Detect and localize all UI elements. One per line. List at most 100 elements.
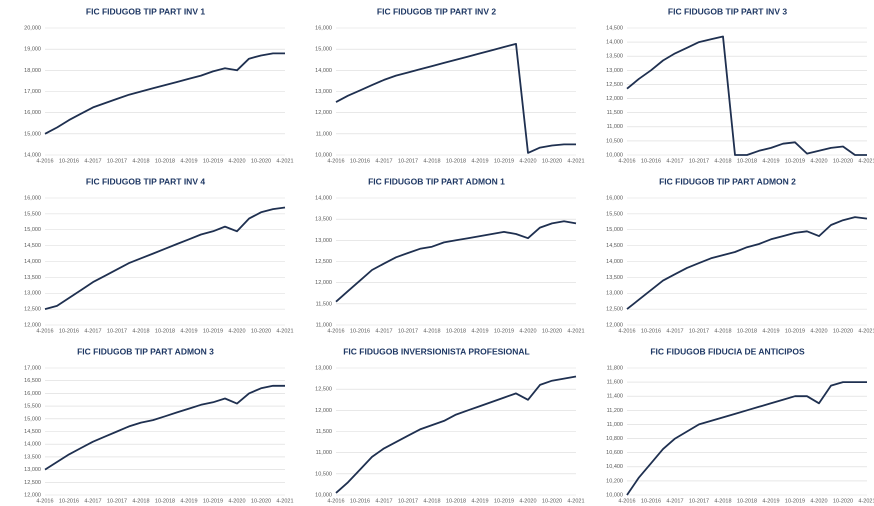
y-tick-label: 11,000 xyxy=(316,450,332,456)
y-tick-label: 10,500 xyxy=(606,138,623,144)
x-tick-label: 10-2016 xyxy=(59,498,79,504)
chart-title: FIC FIDUGOB TIP PART ADMON 2 xyxy=(659,176,796,186)
y-tick-label: 10,400 xyxy=(606,464,623,470)
x-tick-label: 4-2016 xyxy=(618,158,635,164)
y-tick-label: 14,000 xyxy=(315,68,332,74)
x-tick-label: 4-2021 xyxy=(567,158,584,164)
x-tick-label: 10-2018 xyxy=(155,498,175,504)
x-tick-label: 10-2016 xyxy=(641,158,661,164)
x-tick-label: 10-2018 xyxy=(155,158,175,164)
x-tick-label: 4-2017 xyxy=(84,498,101,504)
y-tick-label: 16,000 xyxy=(24,195,41,201)
x-tick-label: 10-2018 xyxy=(446,158,466,164)
x-tick-label: 4-2018 xyxy=(132,158,149,164)
line-series xyxy=(335,220,577,303)
y-tick-label: 12,500 xyxy=(606,307,623,313)
y-tick-label: 13,000 xyxy=(315,89,332,95)
x-tick-label: 4-2020 xyxy=(519,158,536,164)
x-tick-label: 10-2017 xyxy=(689,158,709,164)
y-tick-label: 11,000 xyxy=(607,124,623,130)
x-tick-label: 4-2021 xyxy=(858,158,874,164)
y-tick-label: 14,000 xyxy=(24,152,41,158)
x-tick-label: 4-2016 xyxy=(618,328,635,334)
x-tick-label: 4-2019 xyxy=(762,158,779,164)
y-tick-label: 13,000 xyxy=(24,291,41,297)
y-tick-label: 13,000 xyxy=(315,238,332,244)
y-tick-label: 16,000 xyxy=(24,110,41,116)
y-tick-label: 12,000 xyxy=(24,322,41,328)
x-tick-label: 10-2019 xyxy=(494,158,514,164)
x-tick-label: 4-2019 xyxy=(471,328,488,334)
x-tick-label: 4-2021 xyxy=(858,328,874,334)
x-tick-label: 10-2019 xyxy=(785,328,805,334)
x-tick-label: 4-2016 xyxy=(327,158,344,164)
y-tick-label: 20,000 xyxy=(24,25,41,31)
y-tick-label: 15,500 xyxy=(24,211,41,217)
x-tick-label: 4-2021 xyxy=(858,498,874,504)
y-tick-label: 11,200 xyxy=(607,408,623,414)
x-tick-label: 4-2020 xyxy=(228,498,245,504)
x-tick-label: 10-2016 xyxy=(350,328,370,334)
x-tick-label: 4-2019 xyxy=(762,328,779,334)
line-series xyxy=(335,375,577,494)
y-tick-label: 12,000 xyxy=(606,322,623,328)
x-tick-label: 4-2017 xyxy=(375,498,392,504)
y-tick-label: 13,500 xyxy=(24,454,41,460)
x-tick-label: 10-2019 xyxy=(203,498,223,504)
x-tick-label: 10-2017 xyxy=(689,328,709,334)
y-tick-label: 14,000 xyxy=(315,195,332,201)
y-tick-label: 15,000 xyxy=(606,227,623,233)
x-tick-label: 10-2017 xyxy=(398,158,418,164)
y-tick-label: 15,500 xyxy=(606,211,623,217)
x-tick-label: 4-2020 xyxy=(810,498,827,504)
y-tick-label: 10,000 xyxy=(606,152,623,158)
x-tick-label: 4-2016 xyxy=(327,328,344,334)
x-tick-label: 4-2016 xyxy=(36,328,53,334)
x-tick-label: 10-2018 xyxy=(446,328,466,334)
y-tick-label: 12,000 xyxy=(24,492,41,498)
x-tick-label: 4-2018 xyxy=(132,328,149,334)
x-tick-label: 4-2017 xyxy=(375,328,392,334)
y-tick-label: 12,000 xyxy=(606,96,623,102)
chart-title: FIC FIDUGOB TIP PART INV 1 xyxy=(86,6,205,16)
x-tick-label: 4-2019 xyxy=(180,158,197,164)
x-tick-label: 4-2018 xyxy=(423,158,440,164)
y-tick-label: 14,500 xyxy=(24,243,41,249)
x-tick-label: 4-2016 xyxy=(36,498,53,504)
chart-title: FIC FIDUGOB TIP PART ADMON 3 xyxy=(77,346,214,356)
y-tick-label: 11,400 xyxy=(607,394,623,400)
y-tick-label: 11,500 xyxy=(316,301,332,307)
y-tick-label: 13,500 xyxy=(315,217,332,223)
y-tick-label: 13,000 xyxy=(24,467,41,473)
x-tick-label: 10-2020 xyxy=(542,498,562,504)
x-tick-label: 10-2019 xyxy=(785,158,805,164)
y-tick-label: 12,000 xyxy=(315,408,332,414)
x-tick-label: 10-2016 xyxy=(641,498,661,504)
x-tick-label: 10-2018 xyxy=(446,498,466,504)
y-tick-label: 14,500 xyxy=(606,25,623,31)
x-tick-label: 4-2018 xyxy=(714,328,731,334)
line-series xyxy=(626,381,867,496)
x-tick-label: 4-2019 xyxy=(762,498,779,504)
x-tick-label: 10-2016 xyxy=(350,158,370,164)
x-tick-label: 10-2019 xyxy=(494,328,514,334)
y-tick-label: 10,200 xyxy=(606,478,623,484)
y-tick-label: 13,500 xyxy=(606,54,623,60)
y-tick-label: 11,000 xyxy=(316,322,332,328)
x-tick-label: 10-2017 xyxy=(689,498,709,504)
x-tick-label: 4-2018 xyxy=(714,498,731,504)
y-tick-label: 15,000 xyxy=(315,47,332,53)
x-tick-label: 10-2018 xyxy=(737,328,757,334)
x-tick-label: 10-2016 xyxy=(59,328,79,334)
y-tick-label: 16,000 xyxy=(315,25,332,31)
y-tick-label: 18,000 xyxy=(24,68,41,74)
line-series xyxy=(626,35,867,156)
chart-title: FIC FIDUGOB TIP PART INV 3 xyxy=(668,6,787,16)
x-tick-label: 4-2016 xyxy=(618,498,635,504)
y-tick-label: 14,500 xyxy=(606,243,623,249)
y-tick-label: 10,000 xyxy=(315,492,332,498)
y-tick-label: 12,500 xyxy=(315,259,332,265)
x-tick-label: 10-2019 xyxy=(203,158,223,164)
